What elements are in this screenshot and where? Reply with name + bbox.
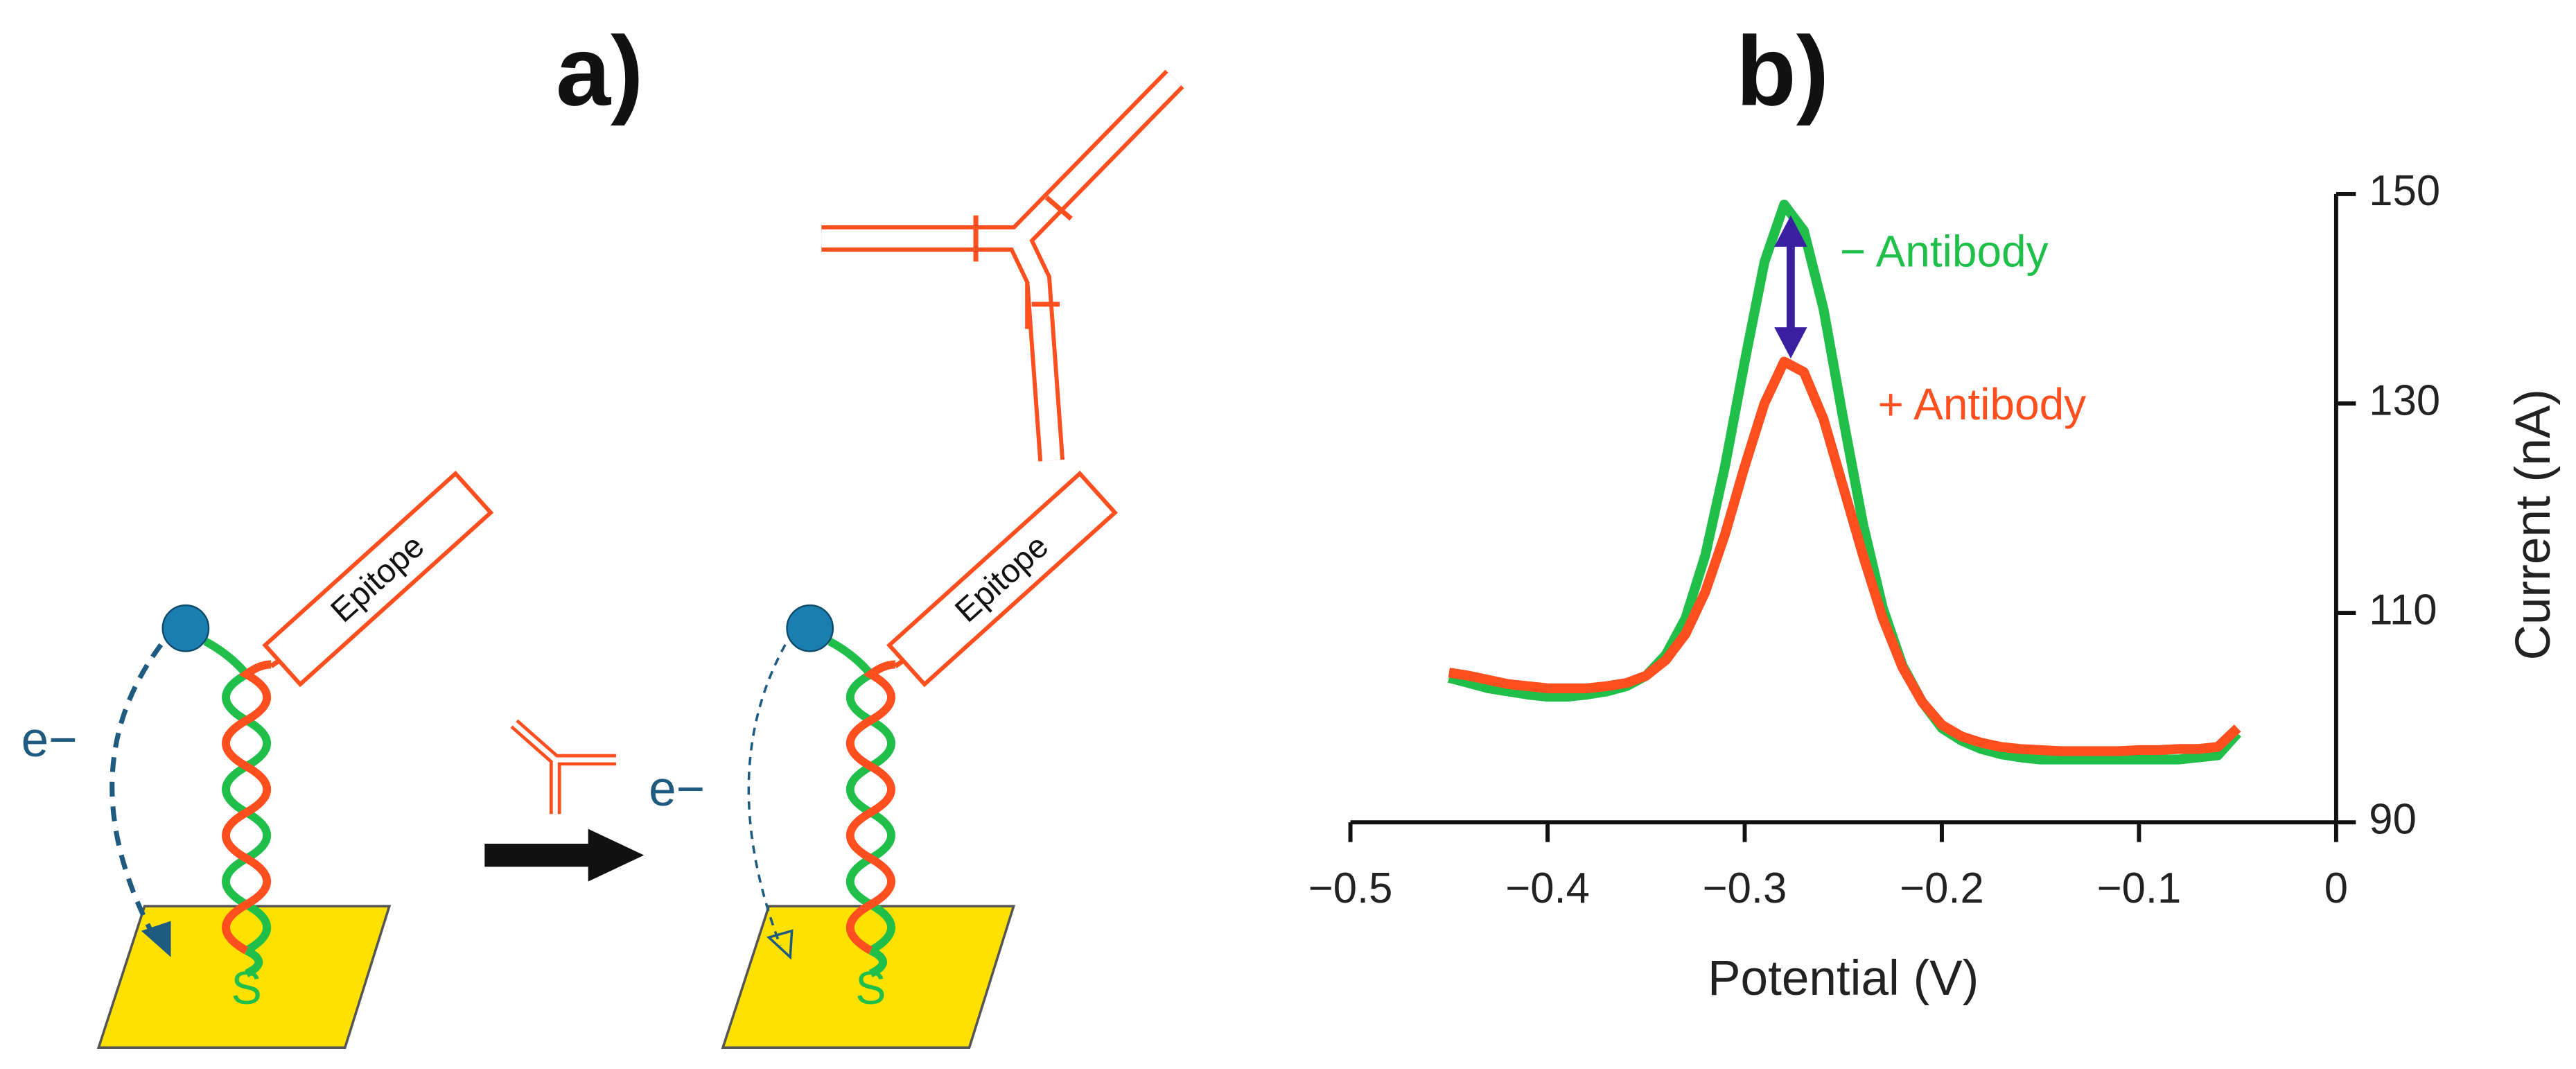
chart: −0.5 −0.4 −0.3 −0.2 −0.1 0 90 110 130 150 Potentia…: [1308, 167, 2561, 1006]
panel-label: b): [1736, 16, 1829, 126]
electron-path: [747, 644, 787, 946]
linker: [868, 946, 887, 977]
x-axis-label: Potential (V): [1708, 951, 1979, 1006]
small-antibody-inner: [512, 722, 616, 815]
y-tick-label: 150: [2369, 167, 2440, 215]
x-tick-label: −0.4: [1505, 864, 1590, 912]
right-construct: Epitope e− S: [649, 69, 1184, 1049]
epitope-rect: [886, 470, 1118, 688]
arrow-head: [141, 921, 171, 957]
panel-label: a): [556, 16, 643, 126]
x-tick-label: −0.1: [2097, 864, 2182, 912]
arrow-head: [1774, 327, 1807, 359]
antibody-bond: [973, 195, 1073, 307]
series-label: − Antibody: [1840, 227, 2049, 277]
dna-strand: [827, 637, 895, 955]
epitope-box: Epitope: [262, 470, 494, 688]
y-axis-label: Current (nA): [2506, 389, 2561, 660]
arrow-head: [588, 828, 645, 882]
electron-path: [109, 643, 164, 942]
y-tick-label: 90: [2369, 795, 2417, 843]
linker: [244, 946, 263, 977]
series-label: + Antibody: [1878, 379, 2087, 429]
data-line: [1448, 356, 2241, 756]
antibody-inner: [821, 72, 1182, 462]
dna-strand: [222, 660, 272, 955]
electron-label: e−: [649, 762, 705, 817]
x-tick-label: −0.3: [1703, 864, 1787, 912]
arrow-head: [1774, 215, 1807, 247]
epitope-box: Epitope: [886, 470, 1118, 688]
dna-strand: [846, 660, 896, 955]
redox-reporter: [161, 604, 210, 652]
y-tick-label: 130: [2369, 376, 2440, 424]
x-tick-label: −0.2: [1900, 864, 1984, 912]
data-line: [1447, 199, 2241, 765]
electrode-surface: [721, 905, 1016, 1049]
dna-strand: [203, 637, 271, 955]
arrow-head: [766, 929, 794, 960]
redox-reporter: [786, 604, 834, 652]
y-tick-label: 110: [2369, 586, 2437, 634]
left-construct: Epitope e− S: [21, 470, 494, 1049]
electrode-surface: [96, 905, 392, 1049]
anchor-label: S: [855, 963, 886, 1014]
anchor-label: S: [231, 963, 261, 1014]
electron-label: e−: [21, 713, 78, 767]
x-tick-label: −0.5: [1308, 864, 1393, 912]
epitope-rect: [262, 470, 494, 688]
reaction: [484, 719, 645, 882]
x-tick-label: 0: [2324, 864, 2348, 912]
